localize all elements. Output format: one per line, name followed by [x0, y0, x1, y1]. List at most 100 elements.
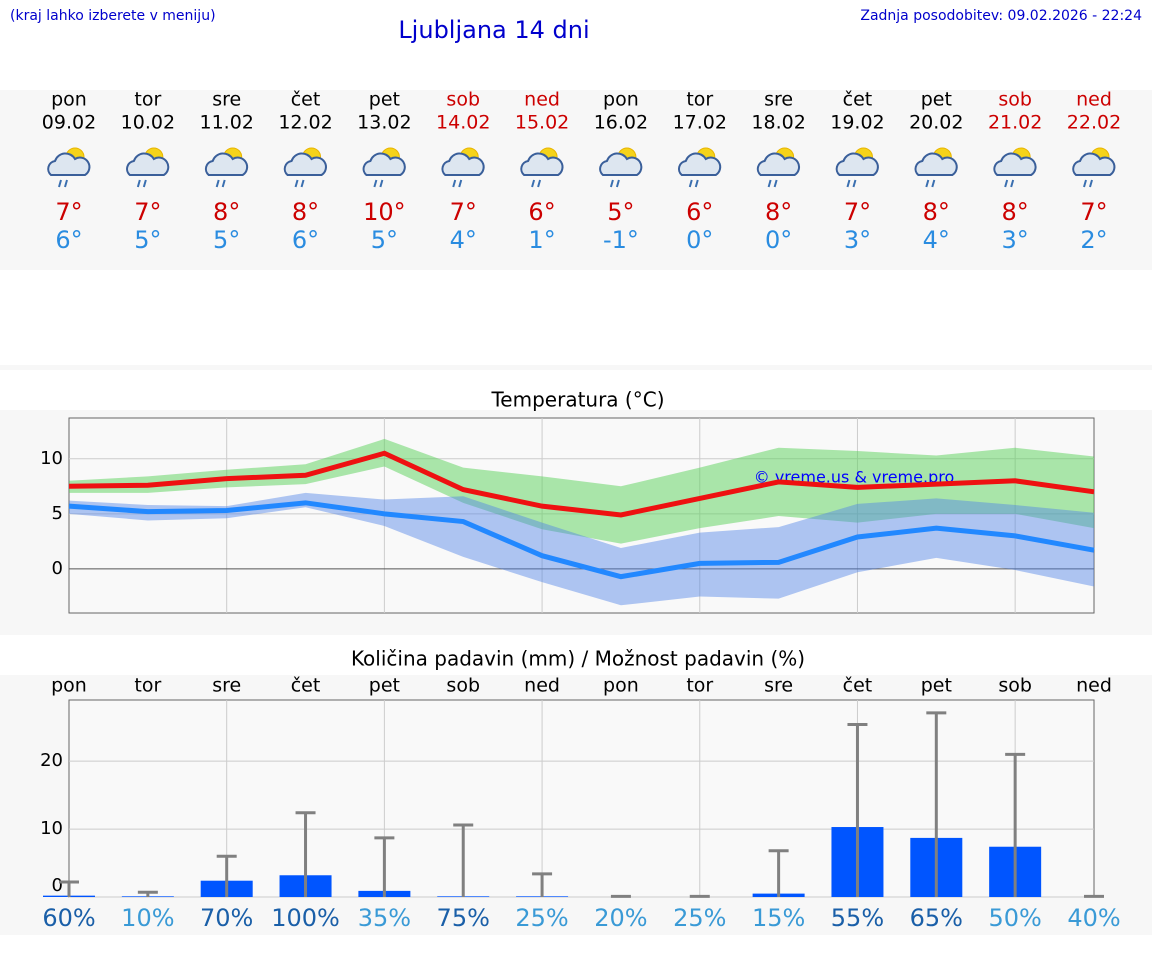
cloud — [441, 152, 485, 176]
x-tick-label: ned — [1076, 675, 1112, 697]
weather-icon — [677, 147, 722, 188]
min-temp: 2° — [1080, 226, 1107, 254]
x-tick-label: sob — [998, 675, 1032, 697]
x-tick-label: pon — [603, 675, 639, 697]
max-temp: 6° — [528, 198, 555, 226]
weather-icon — [993, 147, 1037, 188]
chart-title: Količina padavin (mm) / Možnost padavin … — [351, 647, 805, 671]
min-temp: 0° — [686, 226, 713, 254]
y-tick-label: 0 — [52, 558, 63, 579]
weekday: sob — [446, 89, 480, 111]
probability-label: 25% — [515, 904, 568, 932]
weekday: ned — [1076, 89, 1112, 111]
probability-label: 25% — [673, 904, 726, 932]
date: 20.02 — [909, 112, 963, 134]
range-band — [69, 492, 1094, 606]
weekday: pon — [603, 89, 639, 111]
rain — [452, 179, 463, 188]
weekday: tor — [686, 89, 713, 111]
probability-label: 50% — [988, 904, 1041, 932]
weekday: čet — [843, 89, 873, 111]
x-tick-label: tor — [134, 675, 161, 697]
min-temp: -1° — [603, 226, 639, 254]
min-temp: 3° — [1002, 226, 1029, 254]
max-temp: 8° — [923, 198, 950, 226]
max-temp: 8° — [765, 198, 792, 226]
x-tick-label: ned — [524, 675, 560, 697]
probability-label: 100% — [271, 904, 340, 932]
weekday: pet — [369, 89, 400, 111]
y-tick-label: 20 — [40, 750, 63, 771]
weather-icon — [1072, 147, 1116, 188]
probability-label: 75% — [437, 904, 490, 932]
x-tick-label: sre — [212, 675, 241, 697]
y-tick-label: 5 — [52, 503, 63, 524]
y-tick-label: 10 — [40, 448, 63, 469]
date: 21.02 — [988, 112, 1042, 134]
max-temp: 7° — [1080, 198, 1107, 226]
menu-note[interactable]: (kraj lahko izberete v meniju) — [10, 8, 216, 24]
probability-label: 70% — [200, 904, 253, 932]
rain — [688, 179, 699, 188]
weekday: pet — [921, 89, 952, 111]
cloud — [677, 152, 722, 176]
date: 10.02 — [121, 112, 175, 134]
date: 09.02 — [42, 112, 96, 134]
cloud — [204, 152, 249, 176]
rain — [767, 179, 778, 188]
weather-icon — [756, 147, 801, 188]
update-time: Zadnja posodobitev: 09.02.2026 - 22:24 — [860, 8, 1142, 24]
max-temp: 8° — [213, 198, 240, 226]
probability-label: 10% — [121, 904, 174, 932]
min-temp: 0° — [765, 226, 792, 254]
max-temp: 8° — [292, 198, 319, 226]
x-tick-label: čet — [291, 675, 321, 697]
range-band — [69, 438, 1094, 544]
plot-area — [68, 417, 1095, 614]
weekday: tor — [134, 89, 161, 111]
rain — [925, 179, 936, 188]
weather-icon — [47, 147, 91, 188]
probability-label: 15% — [752, 904, 805, 932]
weather-icon — [914, 147, 958, 188]
max-temp: 10° — [363, 198, 406, 226]
weekday: pon — [51, 89, 87, 111]
probability-label: 35% — [358, 904, 411, 932]
rain — [1083, 179, 1093, 188]
date: 13.02 — [357, 112, 411, 134]
x-tick-label: pon — [51, 675, 87, 697]
cloud — [1072, 152, 1116, 176]
cloud — [520, 152, 564, 176]
cloud — [283, 152, 327, 176]
date: 17.02 — [673, 112, 727, 134]
chart-title: Temperatura (°C) — [490, 388, 664, 412]
min-temp: 6° — [55, 226, 82, 254]
min-temp: 3° — [844, 226, 871, 254]
probability-label: 65% — [910, 904, 963, 932]
min-temp: 6° — [292, 226, 319, 254]
y-tick-label: 0 — [52, 875, 63, 896]
rain — [609, 179, 620, 188]
min-temp: 4° — [450, 226, 477, 254]
cloud — [599, 152, 643, 176]
weather-icon — [599, 147, 643, 188]
cloud — [993, 152, 1037, 176]
max-temp: 5° — [607, 198, 634, 226]
weekday: sre — [764, 89, 793, 111]
weekday: sob — [998, 89, 1032, 111]
rain — [1004, 179, 1015, 188]
max-temp: 7° — [450, 198, 477, 226]
cloud — [835, 152, 879, 176]
rain — [373, 179, 384, 188]
rain — [58, 179, 68, 188]
rain — [846, 179, 857, 188]
weekday: sre — [212, 89, 241, 111]
weather-icon — [204, 147, 249, 188]
cloud — [914, 152, 958, 176]
x-tick-label: pet — [369, 675, 400, 697]
min-temp: 5° — [213, 226, 240, 254]
page-title: Ljubljana 14 dni — [398, 16, 589, 44]
forecast-panel — [0, 90, 1152, 270]
min-temp: 1° — [528, 226, 555, 254]
